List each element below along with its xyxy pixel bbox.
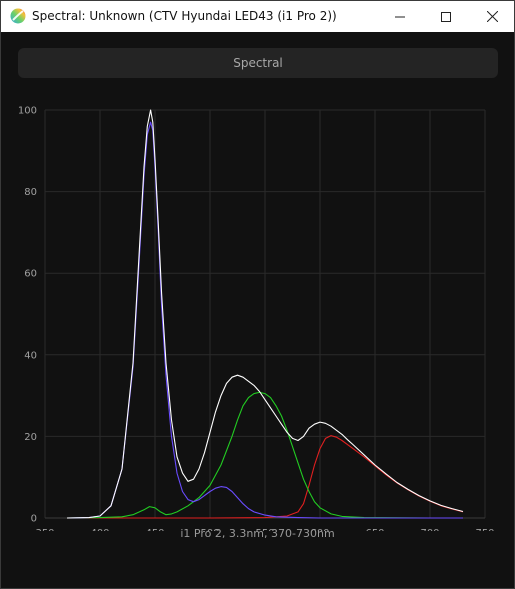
x-tick-label: 700 bbox=[420, 528, 439, 531]
chart-series bbox=[66, 109, 464, 519]
content-area: Spectral bbox=[1, 32, 514, 588]
app-color-wheel-icon bbox=[10, 8, 26, 24]
x-tick-label: 750 bbox=[475, 528, 494, 531]
series-line-2 bbox=[66, 391, 463, 519]
x-tick-label: 350 bbox=[35, 528, 54, 531]
spectral-tab-button[interactable]: Spectral bbox=[18, 48, 498, 78]
y-tick-label: 60 bbox=[24, 269, 37, 280]
x-tick-label: 550 bbox=[255, 528, 274, 531]
series-line-0 bbox=[66, 109, 464, 519]
chart-grid bbox=[44, 109, 486, 519]
x-tick-label: 450 bbox=[145, 528, 164, 531]
x-tick-label: 650 bbox=[365, 528, 384, 531]
spectral-tab-label: Spectral bbox=[233, 56, 283, 70]
minimize-button[interactable] bbox=[377, 1, 423, 32]
y-tick-label: 80 bbox=[24, 187, 37, 198]
x-tick-label: 500 bbox=[200, 528, 219, 531]
x-tick-label: 400 bbox=[90, 528, 109, 531]
x-tick-labels: 350 400 450 500 550 600 650 700 750 bbox=[35, 528, 494, 531]
y-tick-label: 40 bbox=[24, 350, 37, 361]
close-button[interactable] bbox=[469, 1, 515, 32]
minimize-icon bbox=[395, 16, 405, 17]
close-icon bbox=[486, 11, 498, 22]
title-bar[interactable]: Spectral: Unknown (CTV Hyundai LED43 (i1… bbox=[1, 1, 514, 32]
x-axis-label: i1 Pro 2, 3.3nm, 370-730nm bbox=[180, 527, 335, 540]
window-title: Spectral: Unknown (CTV Hyundai LED43 (i1… bbox=[32, 9, 337, 23]
y-tick-label: 100 bbox=[18, 106, 37, 117]
y-tick-label: 20 bbox=[24, 432, 37, 443]
y-tick-label: 0 bbox=[31, 514, 37, 525]
maximize-icon bbox=[441, 11, 451, 22]
x-tick-label: 600 bbox=[310, 528, 329, 531]
spectral-chart: 0 20 40 60 80 100 350 400 450 500 550 600 650 700 750 bbox=[18, 106, 495, 532]
y-tick-labels: 0 20 40 60 80 100 bbox=[18, 106, 37, 525]
maximize-button[interactable] bbox=[423, 1, 469, 32]
